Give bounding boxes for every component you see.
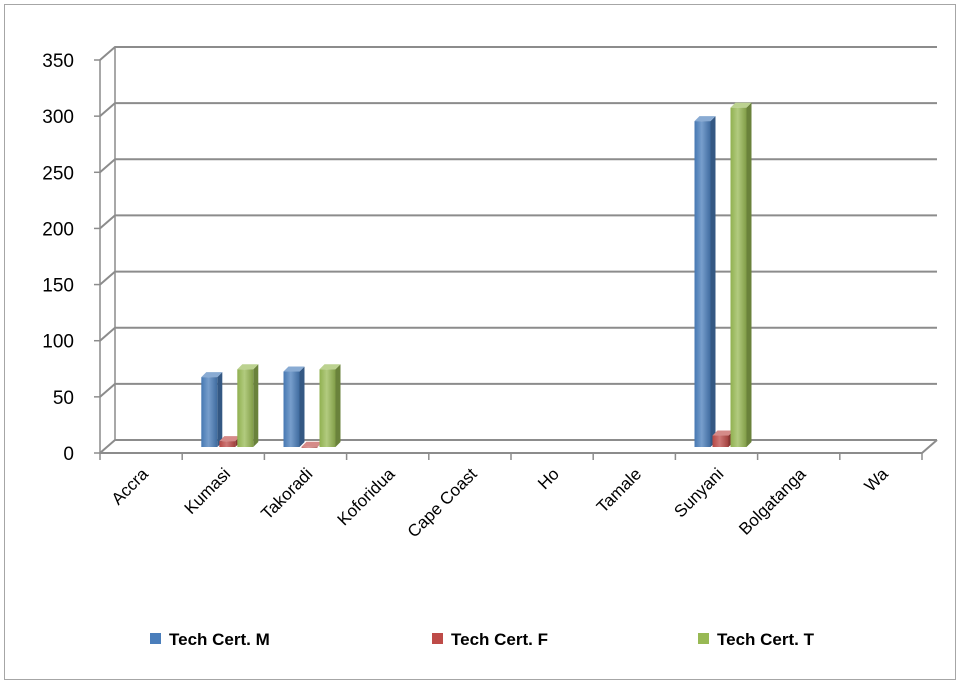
gridline-50 [99,382,937,398]
legend-swatch [432,633,443,644]
legend-swatch [698,633,709,644]
legend: Tech Cert. M Tech Cert. F Tech Cert. T [150,630,815,649]
bar-tech-cert-m-takoradi [283,366,305,447]
chart-frame [4,4,956,680]
bar-tech-cert-t-sunyani [730,102,752,447]
gridlines [99,46,937,454]
x-tick-label-cape-coast: Cape Coast [404,464,481,541]
legend-item-tech-cert-t: Tech Cert. T [698,630,815,649]
y-tick-label: 200 [42,219,74,240]
x-tick-label-sunyani: Sunyani [670,464,727,521]
y-tick-label: 250 [42,163,74,184]
bar-tech-cert-f-kumasi [219,436,241,447]
y-tick-labels: 0 50 100 150 200 250 300 350 [42,51,74,465]
gridline-100 [99,326,937,342]
legend-item-tech-cert-f: Tech Cert. F [432,630,548,649]
y-tick-label: 100 [42,332,74,353]
legend-label: Tech Cert. M [169,630,270,649]
legend-label: Tech Cert. F [451,630,548,649]
y-tick-label: 0 [63,444,74,465]
x-tick-labels: Accra Kumasi Takoradi Koforidua Cape Coast Ho… [108,464,892,541]
legend-swatch [150,633,161,644]
x-tick-label-wa: Wa [861,464,892,495]
y-tick-label: 50 [53,388,74,409]
y-tick-label: 300 [42,107,74,128]
bar-tech-cert-f-sunyani [712,430,734,447]
x-tick-label-tamale: Tamale [593,464,645,516]
legend-label: Tech Cert. T [717,630,815,649]
gridline-200 [99,214,937,230]
x-tick-label-bolgatanga: Bolgatanga [735,464,810,539]
gridline-350 [99,46,937,61]
legend-item-tech-cert-m: Tech Cert. M [150,630,270,649]
x-tick-label-accra: Accra [108,464,153,509]
y-tick-label: 350 [42,51,74,72]
x-tick-label-takoradi: Takoradi [257,464,316,523]
x-tick-label-ho: Ho [534,464,563,493]
bars [201,102,752,448]
bar-tech-cert-f-takoradi [301,441,323,448]
bar-tech-cert-m-kumasi [201,372,223,447]
axes [94,47,938,460]
gridline-300 [99,102,937,117]
bar-tech-cert-t-takoradi [319,364,341,447]
gridline-250 [99,158,937,174]
x-tick-label-kumasi: Kumasi [181,464,235,518]
bar-tech-cert-m-sunyani [694,116,716,447]
x-tick-label-koforidua: Koforidua [334,464,399,529]
bar-tech-cert-t-kumasi [237,364,259,447]
y-tick-label: 150 [42,276,74,297]
gridline-150 [99,270,937,286]
